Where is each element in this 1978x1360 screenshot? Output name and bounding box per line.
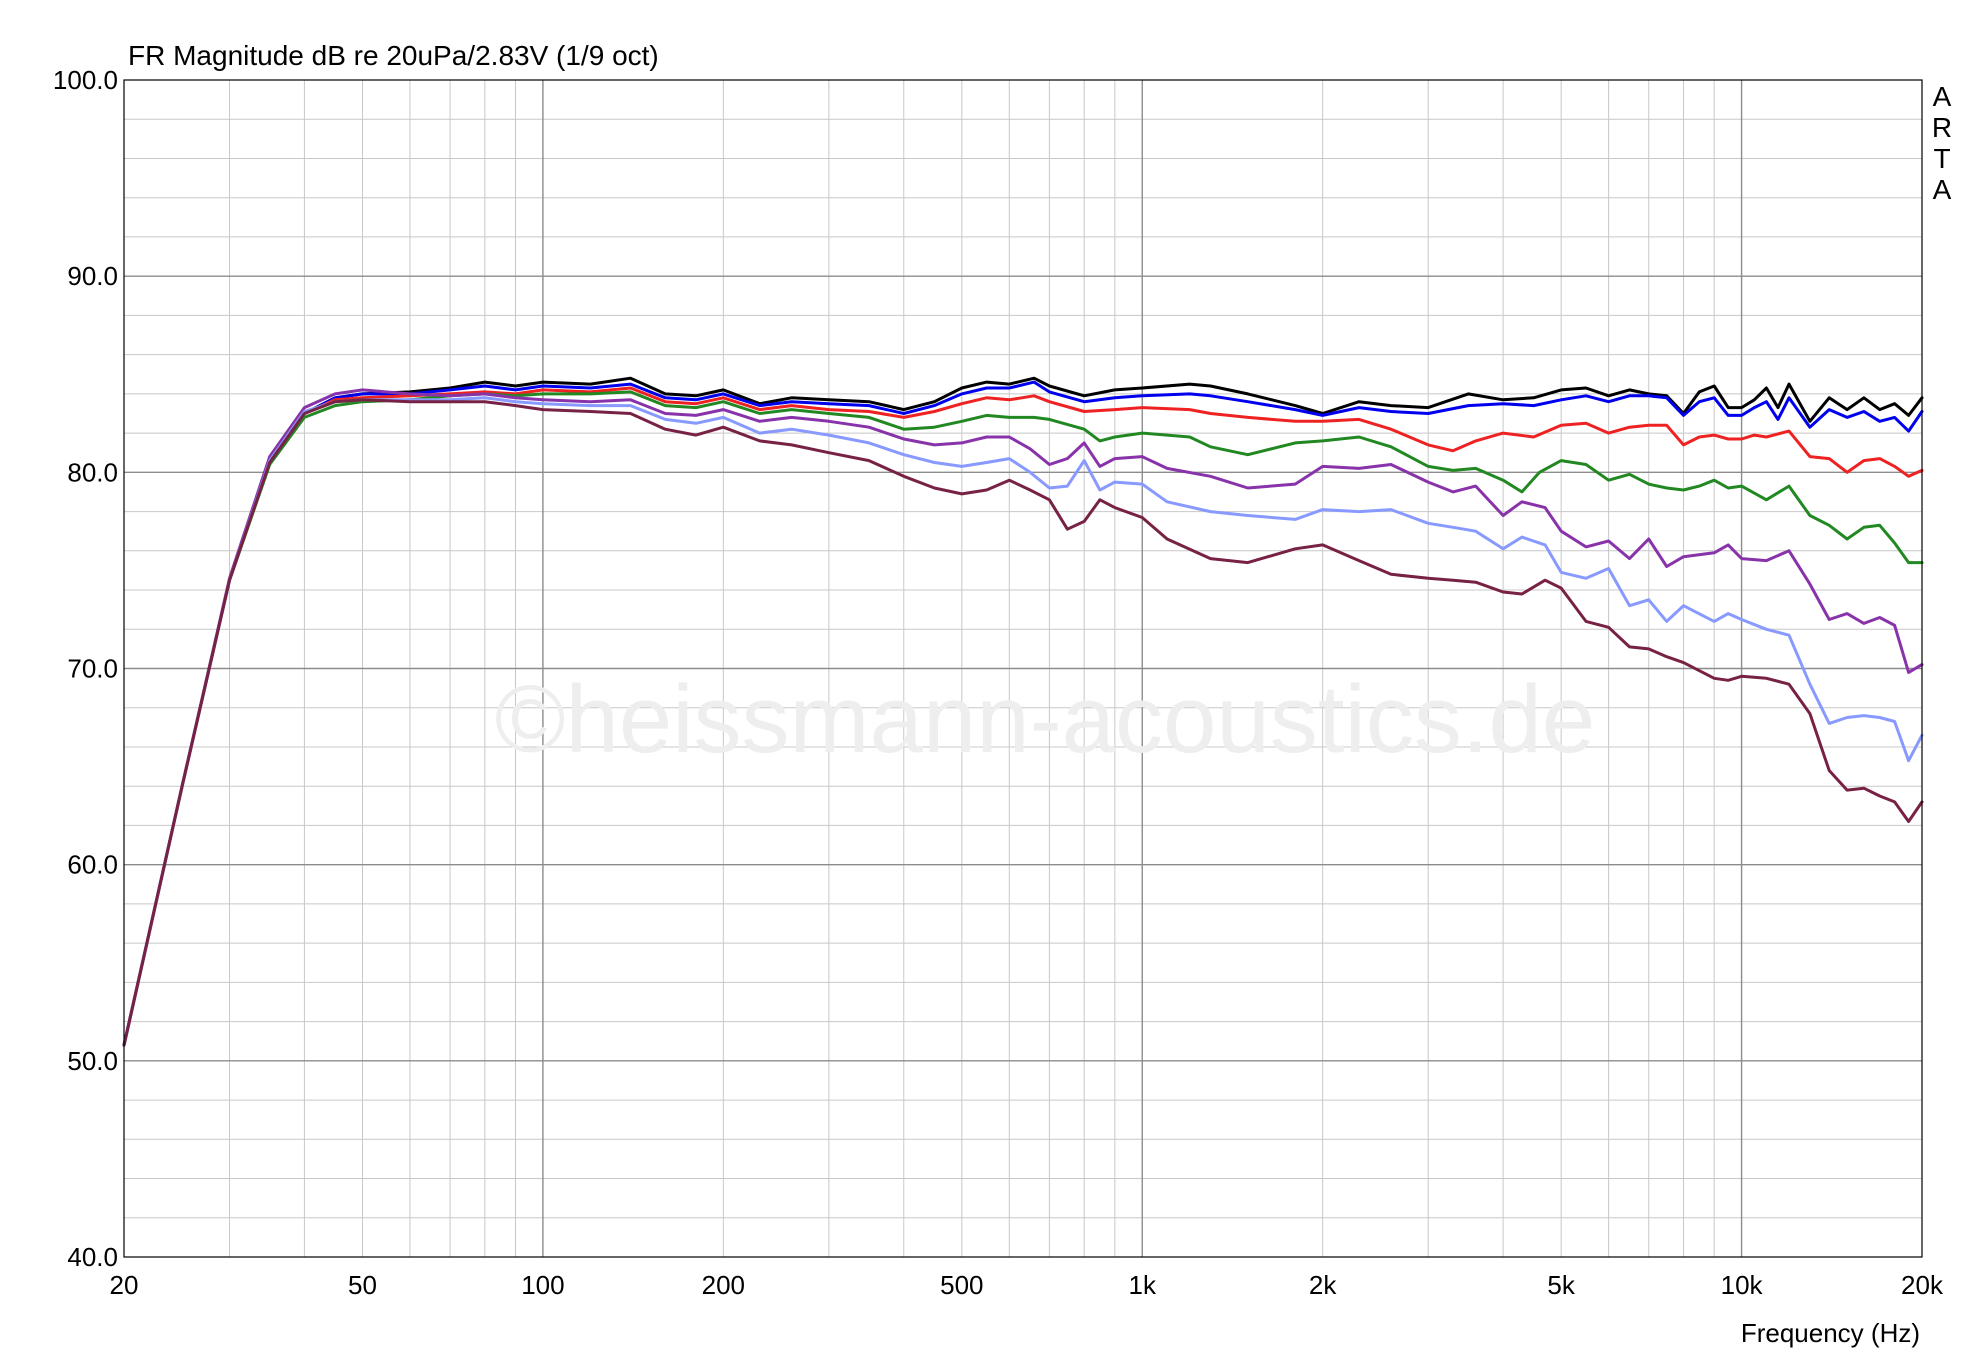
x-tick-label: 100 bbox=[521, 1270, 564, 1300]
y-tick-label: 90.0 bbox=[67, 261, 118, 291]
side-label-letter: R bbox=[1932, 112, 1952, 143]
side-label-letter: A bbox=[1933, 81, 1952, 112]
major-gridlines bbox=[124, 80, 1922, 1257]
series-line-1 bbox=[122, 376, 1924, 1047]
y-tick-label: 70.0 bbox=[67, 654, 118, 684]
y-tick-label: 50.0 bbox=[67, 1046, 118, 1076]
x-tick-label: 2k bbox=[1309, 1270, 1337, 1300]
series-line-4 bbox=[122, 390, 1924, 1047]
y-tick-label: 80.0 bbox=[67, 457, 118, 487]
series-lines bbox=[122, 376, 1924, 1047]
x-tick-label: 5k bbox=[1547, 1270, 1575, 1300]
watermark-text: ©heissmann-acoustics.de bbox=[495, 666, 1596, 773]
y-tick-label: 100.0 bbox=[53, 65, 118, 95]
x-tick-label: 10k bbox=[1721, 1270, 1764, 1300]
y-axis-tick-labels: 100.0 90.0 80.0 70.0 60.0 50.0 40.0 bbox=[53, 65, 118, 1272]
series-line-5 bbox=[122, 388, 1924, 1047]
x-tick-label: 500 bbox=[940, 1270, 983, 1300]
series-line-2 bbox=[122, 380, 1924, 1047]
chart-title: FR Magnitude dB re 20uPa/2.83V (1/9 oct) bbox=[128, 40, 659, 71]
y-tick-label: 60.0 bbox=[67, 850, 118, 880]
series-line-6 bbox=[122, 396, 1924, 1047]
x-tick-label: 20k bbox=[1901, 1270, 1944, 1300]
series-line-7 bbox=[122, 398, 1924, 1047]
x-axis-label: Frequency (Hz) bbox=[1741, 1318, 1920, 1348]
y-tick-label: 40.0 bbox=[67, 1242, 118, 1272]
x-tick-label: 50 bbox=[348, 1270, 377, 1300]
x-tick-label: 20 bbox=[110, 1270, 139, 1300]
side-label-letter: A bbox=[1933, 174, 1952, 205]
plot-area-frame bbox=[123, 79, 1923, 1258]
series-line-3 bbox=[122, 386, 1924, 1047]
x-tick-label: 1k bbox=[1129, 1270, 1157, 1300]
x-tick-label: 200 bbox=[702, 1270, 745, 1300]
x-axis-tick-labels: 20 50 100 200 500 1k 2k 5k 10k 20k bbox=[110, 1270, 1944, 1300]
side-label-letter: T bbox=[1933, 143, 1950, 174]
